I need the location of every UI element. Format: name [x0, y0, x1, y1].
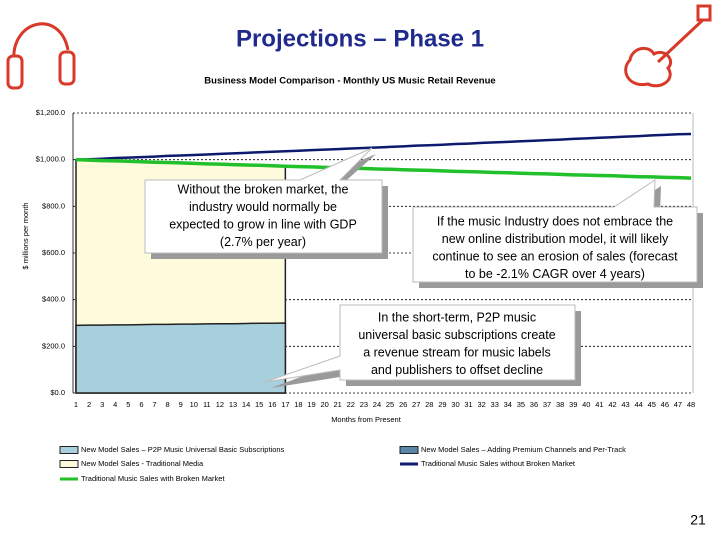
x-tick-label: 26: [399, 400, 407, 409]
x-tick-label: 38: [556, 400, 564, 409]
x-tick-label: 29: [438, 400, 446, 409]
x-tick-label: 13: [229, 400, 237, 409]
x-tick-label: 16: [268, 400, 276, 409]
x-tick-label: 31: [464, 400, 472, 409]
x-tick-label: 34: [504, 400, 512, 409]
x-tick-label: 2: [87, 400, 91, 409]
x-tick-label: 17: [281, 400, 289, 409]
y-tick-label: $800.0: [42, 201, 65, 210]
x-tick-label: 40: [582, 400, 590, 409]
y-axis-label: $ millions per month: [21, 202, 30, 269]
x-tick-label: 1: [74, 400, 78, 409]
y-tick-label: $1,200.0: [36, 108, 65, 117]
line: [75, 157, 692, 180]
x-tick-label: 23: [360, 400, 368, 409]
annotation-text: continue to see an erosion of sales (for…: [432, 249, 678, 263]
x-tick-label: 30: [451, 400, 459, 409]
line: [75, 132, 692, 161]
x-tick-label: 45: [648, 400, 656, 409]
annotation-text: Without the broken market, the: [178, 182, 349, 196]
x-tick-label: 24: [373, 400, 381, 409]
x-tick-label: 48: [687, 400, 695, 409]
x-tick-label: 22: [347, 400, 355, 409]
y-tick-label: $200.0: [42, 341, 65, 350]
annotation-text: new online distribution model, it will l…: [442, 232, 669, 246]
x-tick-label: 37: [543, 400, 551, 409]
x-tick-label: 19: [307, 400, 315, 409]
x-tick-label: 7: [152, 400, 156, 409]
x-tick-label: 28: [425, 400, 433, 409]
x-tick-label: 20: [320, 400, 328, 409]
legend-label: Traditional Music Sales without Broken M…: [421, 459, 576, 468]
x-tick-label: 5: [126, 400, 130, 409]
legend-swatch: [59, 460, 79, 468]
annotation-text: In the short-term, P2P music: [378, 310, 536, 324]
annotations: Without the broken market, the industry w…: [144, 147, 703, 388]
x-tick-label: 12: [216, 400, 224, 409]
callout-box: [144, 147, 383, 254]
x-tick-label: 36: [530, 400, 538, 409]
legend-label: Traditional Music Sales with Broken Mark…: [81, 474, 225, 483]
x-axis-label: Months from Present: [331, 415, 402, 424]
chart-title: Business Model Comparison - Monthly US M…: [204, 76, 495, 87]
annotation-text: universal basic subscriptions create: [358, 328, 555, 342]
x-tick-label: 43: [621, 400, 629, 409]
x-tick-label: 41: [595, 400, 603, 409]
headphones-icon: [6, 22, 76, 90]
x-tick-label: 14: [242, 400, 250, 409]
x-tick-label: 47: [674, 400, 682, 409]
x-tick-label: 39: [569, 400, 577, 409]
legend: New Model Sales – P2P Music Universal Ba…: [59, 445, 626, 483]
guitar-icon: [624, 4, 712, 88]
legend-swatch: [59, 446, 79, 454]
annotation-text: If the music Industry does not embrace t…: [437, 214, 673, 228]
x-tick-label: 44: [634, 400, 642, 409]
x-tick-label: 10: [190, 400, 198, 409]
annotation-text: expected to grow in line with GDP: [169, 217, 357, 231]
x-tick-label: 4: [113, 400, 117, 409]
annotation-text: and publishers to offset decline: [371, 363, 543, 377]
y-tick-label: $400.0: [42, 295, 65, 304]
slide-title: Projections – Phase 1: [236, 25, 484, 52]
x-tick-label: 27: [412, 400, 420, 409]
callout-box: [412, 179, 698, 283]
legend-label: New Model Sales - Traditional Media: [81, 459, 204, 468]
x-tick-label: 35: [517, 400, 525, 409]
legend-label: New Model Sales – Adding Premium Channel…: [421, 445, 626, 454]
y-tick-label: $0.0: [50, 388, 65, 397]
annotation-text: a revenue stream for music labels: [363, 345, 551, 359]
x-tick-label: 42: [608, 400, 616, 409]
x-tick-label: 21: [334, 400, 342, 409]
legend-swatch: [399, 446, 419, 454]
annotation-text: (2.7% per year): [220, 235, 306, 249]
x-tick-label: 46: [661, 400, 669, 409]
x-tick-label: 11: [203, 400, 211, 409]
x-tick-label: 33: [491, 400, 499, 409]
y-tick-label: $600.0: [42, 248, 65, 257]
x-tick-label: 15: [255, 400, 263, 409]
x-tick-label: 25: [386, 400, 394, 409]
area: [75, 322, 287, 394]
annotation-text: to be -2.1% CAGR over 4 years): [465, 267, 645, 281]
page-number: 21: [690, 512, 706, 528]
callout-box: [264, 304, 576, 383]
x-tick-label: 18: [294, 400, 302, 409]
x-tick-label: 9: [179, 400, 183, 409]
x-tick-label: 8: [166, 400, 170, 409]
x-tick-label: 32: [477, 400, 485, 409]
y-tick-label: $1,000.0: [36, 155, 65, 164]
plot-area: $0.0 $200.0 $400.0 $600.0 $800.0 $1,000.0 $1,2…: [36, 108, 695, 409]
annotation-text: industry would normally be: [189, 200, 337, 214]
x-tick-label: 3: [100, 400, 104, 409]
x-tick-label: 6: [139, 400, 143, 409]
legend-label: New Model Sales – P2P Music Universal Ba…: [81, 445, 285, 454]
